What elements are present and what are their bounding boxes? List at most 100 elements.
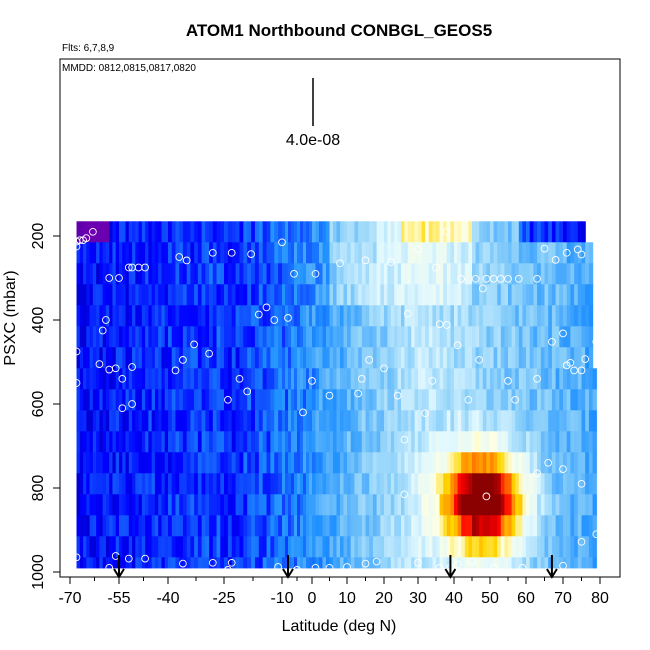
heatmap-cell <box>76 473 81 495</box>
heatmap-cell <box>294 368 298 390</box>
heatmap-cell <box>540 221 546 243</box>
heatmap-cell <box>309 410 313 432</box>
heatmap-cell <box>243 221 248 243</box>
heatmap-cell <box>83 305 87 327</box>
heatmap-cell <box>161 221 166 243</box>
heatmap-cell <box>151 494 156 516</box>
heatmap-cell <box>76 557 81 569</box>
heatmap-cell <box>278 389 283 411</box>
heatmap-cell <box>182 557 188 569</box>
heatmap-cell <box>372 557 378 569</box>
heatmap-cell <box>350 347 355 369</box>
heatmap-cell <box>401 284 405 306</box>
heatmap-cell <box>251 515 256 537</box>
heatmap-cell <box>384 473 388 495</box>
heatmap-cell <box>585 389 590 411</box>
heatmap-cell <box>224 326 229 348</box>
heatmap-cell <box>270 431 275 453</box>
heatmap-cell <box>128 389 133 411</box>
heatmap-cell <box>421 263 426 285</box>
heatmap-cell <box>179 326 184 348</box>
heatmap-cell <box>224 536 229 558</box>
heatmap-cell <box>443 452 448 474</box>
heatmap-cell <box>457 410 462 432</box>
heatmap-cell <box>274 263 279 285</box>
heatmap-cell <box>354 431 359 453</box>
heatmap-cell <box>270 263 275 285</box>
heatmap-cell <box>508 284 513 306</box>
heatmap-cell <box>86 473 91 495</box>
heatmap-cell <box>508 410 513 432</box>
heatmap-cell <box>258 284 264 306</box>
observation-point <box>179 356 187 364</box>
heatmap-cell <box>585 410 590 432</box>
heatmap-cell <box>411 368 416 390</box>
heatmap-cell <box>439 242 444 264</box>
heatmap-cell <box>115 305 120 327</box>
heatmap-cell <box>336 326 341 348</box>
heatmap-cell <box>563 452 568 474</box>
heatmap-cell <box>125 389 130 411</box>
heatmap-cell <box>384 305 388 327</box>
heatmap-cell <box>401 389 405 411</box>
heatmap-cell <box>340 557 345 569</box>
heatmap-cell <box>397 473 402 495</box>
heatmap-cell <box>282 305 286 327</box>
observation-point <box>308 377 316 385</box>
heatmap-cell <box>548 305 553 327</box>
heatmap-cell <box>436 242 441 264</box>
heatmap-cell <box>92 557 97 569</box>
heatmap-cell <box>518 536 523 558</box>
heatmap-cell <box>407 389 412 411</box>
heatmap-cell <box>135 536 140 558</box>
heatmap-cell <box>432 389 437 411</box>
heatmap-cell <box>171 242 177 264</box>
heatmap-cell <box>446 557 451 569</box>
heatmap-cell <box>297 431 301 453</box>
heatmap-cell <box>148 557 153 569</box>
heatmap-cell <box>486 326 491 348</box>
heatmap-cell <box>154 494 159 516</box>
heatmap-cell <box>394 389 399 411</box>
heatmap-cell <box>537 347 542 369</box>
heatmap-cell <box>418 473 423 495</box>
heatmap-cell <box>472 557 477 569</box>
heatmap-cell <box>588 263 594 285</box>
heatmap-cell <box>439 557 444 569</box>
heatmap-cell <box>526 368 531 390</box>
heatmap-cell <box>493 452 498 474</box>
heatmap-cell <box>533 515 538 537</box>
heatmap-cell <box>354 284 359 306</box>
heatmap-cell <box>365 494 370 516</box>
heatmap-cell <box>493 389 498 411</box>
heatmap-cell <box>581 221 586 243</box>
heatmap-cell <box>526 263 531 285</box>
heatmap-cell <box>350 536 355 558</box>
heatmap-cell <box>266 452 271 474</box>
heatmap-cell <box>125 347 130 369</box>
heatmap-cell <box>83 410 87 432</box>
heatmap-cell <box>376 389 381 411</box>
heatmap-cell <box>138 515 143 537</box>
heatmap-cell <box>411 263 416 285</box>
heatmap-cell <box>508 536 513 558</box>
heatmap-cell <box>306 263 310 285</box>
heatmap-cell <box>125 473 130 495</box>
heatmap-cell <box>148 242 153 264</box>
heatmap-cell <box>401 221 405 243</box>
heatmap-cell <box>158 452 163 474</box>
heatmap-cell <box>205 473 210 495</box>
heatmap-cell <box>439 389 444 411</box>
heatmap-cell <box>486 557 491 569</box>
heatmap-cell <box>570 515 575 537</box>
heatmap-cell <box>102 389 107 411</box>
heatmap-cell <box>266 536 271 558</box>
heatmap-cell <box>450 221 455 243</box>
heatmap-cell <box>171 494 177 516</box>
heatmap-cell <box>315 389 320 411</box>
heatmap-cell <box>319 326 324 348</box>
heatmap-cell <box>227 431 233 453</box>
heatmap-cell <box>322 494 327 516</box>
observation-point <box>386 258 395 266</box>
heatmap-cell <box>201 410 206 432</box>
